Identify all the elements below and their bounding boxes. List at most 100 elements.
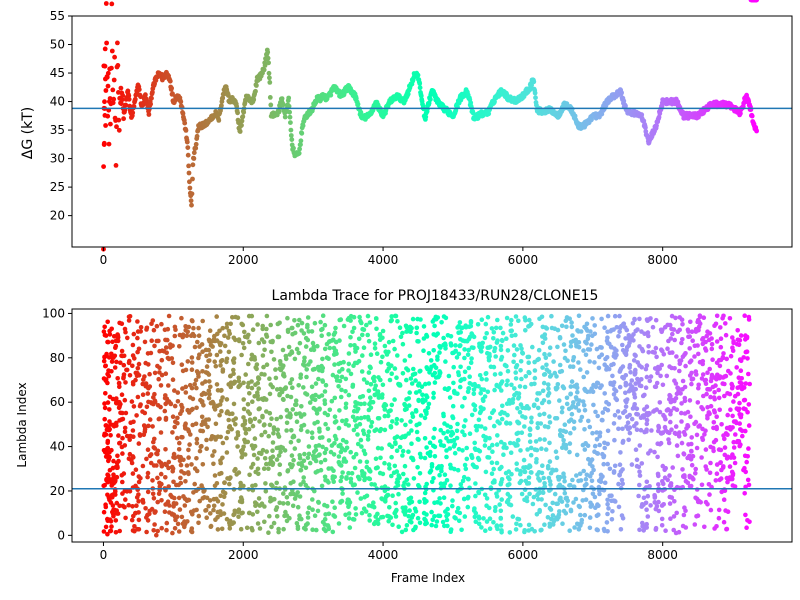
data-point bbox=[559, 409, 565, 415]
data-point bbox=[266, 466, 271, 472]
data-point bbox=[610, 509, 615, 514]
data-point bbox=[568, 364, 573, 369]
data-point bbox=[450, 503, 455, 509]
data-point bbox=[472, 440, 478, 446]
data-point bbox=[644, 507, 649, 512]
data-point bbox=[459, 527, 464, 533]
data-point bbox=[487, 516, 493, 521]
data-point bbox=[566, 406, 572, 412]
data-point bbox=[226, 425, 232, 430]
data-point bbox=[559, 368, 565, 374]
data-point bbox=[276, 109, 282, 115]
data-point bbox=[505, 497, 511, 503]
data-point bbox=[199, 342, 205, 347]
data-point bbox=[292, 446, 298, 451]
data-point bbox=[159, 321, 164, 327]
data-point bbox=[494, 442, 500, 447]
data-point bbox=[319, 333, 325, 339]
data-point bbox=[342, 447, 348, 453]
data-point bbox=[267, 80, 273, 85]
data-point bbox=[310, 367, 316, 372]
data-point bbox=[594, 346, 600, 352]
data-point bbox=[255, 380, 261, 386]
data-point bbox=[483, 435, 489, 440]
data-point bbox=[302, 451, 307, 457]
data-point bbox=[180, 435, 185, 440]
data-point bbox=[497, 502, 503, 507]
data-point bbox=[102, 99, 107, 105]
data-point bbox=[612, 387, 617, 392]
data-point bbox=[109, 369, 114, 374]
data-point bbox=[290, 385, 295, 391]
data-point bbox=[266, 70, 272, 76]
data-point bbox=[252, 436, 258, 441]
data-point bbox=[524, 495, 530, 500]
data-point bbox=[122, 425, 128, 431]
data-point bbox=[177, 344, 182, 349]
data-point bbox=[601, 461, 606, 467]
data-point bbox=[317, 429, 322, 434]
data-point bbox=[437, 472, 442, 478]
data-point bbox=[695, 499, 701, 505]
data-point bbox=[343, 512, 348, 518]
data-point bbox=[130, 471, 136, 476]
data-point bbox=[163, 401, 168, 407]
data-point bbox=[484, 519, 490, 524]
data-point bbox=[694, 372, 699, 377]
data-point bbox=[483, 528, 488, 533]
data-point bbox=[209, 434, 215, 439]
data-point bbox=[184, 139, 190, 145]
data-point bbox=[284, 407, 290, 413]
data-point bbox=[305, 455, 311, 461]
data-point bbox=[620, 516, 626, 521]
data-point bbox=[592, 494, 598, 500]
data-point bbox=[224, 325, 229, 330]
data-point bbox=[225, 409, 230, 414]
data-point bbox=[105, 113, 111, 119]
data-point bbox=[707, 411, 712, 417]
data-point bbox=[123, 102, 129, 108]
data-point bbox=[145, 489, 151, 495]
data-point bbox=[431, 390, 436, 396]
data-point bbox=[144, 456, 149, 462]
data-point bbox=[693, 471, 698, 476]
data-point bbox=[240, 341, 246, 346]
data-point bbox=[289, 137, 295, 143]
data-point bbox=[629, 416, 635, 422]
data-point bbox=[196, 513, 202, 519]
data-point bbox=[690, 376, 696, 382]
data-point bbox=[189, 202, 194, 208]
data-point bbox=[158, 471, 164, 477]
data-point bbox=[393, 514, 399, 519]
data-point bbox=[288, 491, 293, 497]
data-point bbox=[105, 492, 110, 498]
data-point bbox=[285, 315, 290, 321]
data-point bbox=[254, 83, 259, 88]
data-point bbox=[347, 525, 353, 530]
data-point bbox=[378, 359, 384, 365]
data-point bbox=[639, 504, 644, 509]
data-point bbox=[613, 396, 618, 401]
data-point bbox=[255, 322, 260, 327]
data-point bbox=[400, 453, 405, 458]
data-point bbox=[618, 368, 623, 373]
data-point bbox=[658, 327, 664, 333]
data-point bbox=[688, 358, 694, 364]
data-point bbox=[169, 85, 175, 91]
data-point bbox=[682, 474, 687, 480]
data-point bbox=[443, 359, 448, 364]
data-point bbox=[300, 123, 306, 129]
data-point bbox=[417, 520, 423, 526]
data-point bbox=[541, 380, 547, 386]
data-point bbox=[516, 391, 522, 396]
data-point bbox=[507, 530, 513, 535]
data-point bbox=[384, 352, 390, 357]
data-point bbox=[230, 411, 235, 417]
data-point bbox=[249, 465, 254, 470]
data-point bbox=[170, 530, 175, 536]
data-point bbox=[161, 349, 167, 354]
data-point bbox=[457, 320, 463, 325]
data-point bbox=[121, 374, 126, 380]
data-point bbox=[431, 435, 436, 441]
data-point bbox=[219, 526, 225, 532]
